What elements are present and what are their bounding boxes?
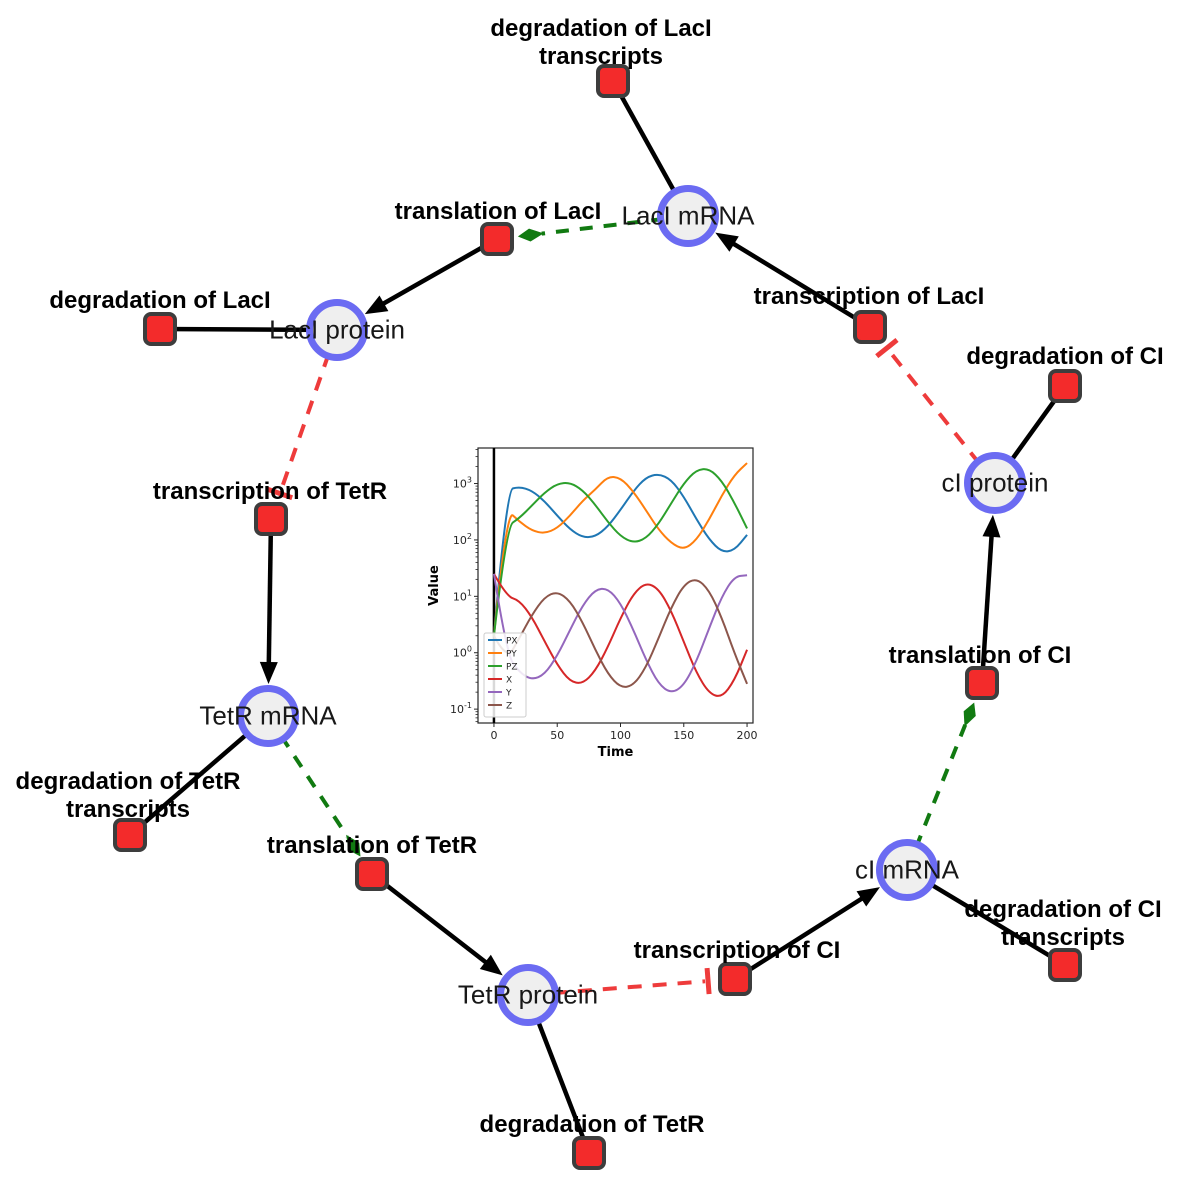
plot-svg: 0 50 100 150 20010310210110010-1TimeValuePXP…: [427, 447, 758, 760]
reaction-node-transcription-cI[interactable]: [718, 962, 752, 996]
reaction-label-transcription-cI: transcription of CI: [633, 937, 841, 964]
time-series-plot: 0 50 100 150 200 103 102 101 100 10-1 Time Value PX P…: [427, 428, 776, 763]
y-tick-label: 10-1: [450, 701, 472, 716]
y-tick-label: 102: [453, 532, 472, 547]
y-tick-label: 101: [453, 588, 472, 603]
series-curve-Y: [492, 573, 748, 693]
species-node-lacI-mRNA[interactable]: [657, 185, 719, 247]
legend-entry-Y: Y: [505, 689, 512, 699]
x-tick-label: 0: [490, 729, 497, 742]
legend-entry-Z: Z: [506, 702, 512, 712]
edge-production-translation-cI-cI-protein: [979, 514, 1001, 684]
series-curve-PX: [492, 473, 748, 636]
edge-production-transcription-lacI-lacI-mRNA: [715, 232, 872, 329]
reaction-label-deg-tetR-transcripts-line1: degradation of TetR: [15, 768, 241, 795]
reaction-label-deg-lacI: degradation of LacI: [49, 287, 271, 314]
legend: PX PY PZ XYZ: [483, 632, 527, 718]
reaction-node-deg-tetR[interactable]: [572, 1136, 606, 1170]
reaction-node-deg-tetR-transcripts[interactable]: [113, 818, 147, 852]
reaction-label-transcription-lacI: transcription of LacI: [753, 283, 985, 310]
series-curve-PZ: [492, 468, 748, 636]
edge-production-transcription-tetR-tetR-mRNA: [259, 518, 278, 685]
reaction-label-deg-lacI-transcripts-line1: degradation of LacI: [490, 15, 712, 42]
y-tick-label: 103: [453, 476, 472, 491]
series-curve-Z: [493, 579, 748, 688]
x-tick-label: 100: [610, 729, 631, 742]
x-tick-label: 150: [673, 729, 694, 742]
legend-entry-X: X: [506, 676, 512, 686]
series-curve-PY: [492, 462, 748, 636]
species-label-tetR-protein: TetR protein: [457, 979, 599, 1010]
reaction-node-translation-lacI[interactable]: [480, 222, 514, 256]
reaction-node-deg-cI[interactable]: [1048, 369, 1082, 403]
reaction-label-deg-cI: degradation of CI: [966, 343, 1164, 370]
reaction-label-transcription-tetR: transcription of TetR: [152, 478, 388, 505]
species-label-lacI-protein: LacI protein: [269, 314, 405, 345]
reaction-label-deg-cI-transcripts-line2: transcripts: [1000, 924, 1126, 951]
reaction-node-deg-lacI-transcripts[interactable]: [596, 64, 630, 98]
reaction-node-transcription-tetR[interactable]: [254, 502, 288, 536]
reaction-label-deg-tetR: degradation of TetR: [479, 1111, 705, 1138]
legend-entry-PX: PX: [506, 637, 518, 647]
reaction-node-deg-cI-transcripts[interactable]: [1048, 948, 1082, 982]
edge-production-transcription-cI-cI-mRNA: [733, 887, 880, 981]
x-axis-label: Time: [598, 745, 634, 760]
x-tick-label: 200: [737, 729, 758, 742]
y-tick-label: 100: [453, 645, 472, 660]
reaction-label-translation-tetR: translation of TetR: [266, 832, 478, 859]
species-node-cI-mRNA[interactable]: [876, 839, 938, 901]
legend-entry-PZ: PZ: [506, 663, 518, 673]
y-axis-label: Value: [428, 565, 442, 606]
series-curve-X: [493, 573, 748, 697]
reaction-label-deg-lacI-transcripts-line2: transcripts: [538, 43, 664, 70]
reaction-label-translation-cI: translation of CI: [888, 642, 1072, 669]
species-node-tetR-mRNA[interactable]: [237, 685, 299, 747]
reaction-label-translation-lacI: translation of LacI: [394, 198, 602, 225]
reaction-label-deg-cI-transcripts-line1: degradation of CI: [964, 896, 1162, 923]
species-node-tetR-protein[interactable]: [497, 964, 559, 1026]
species-node-lacI-protein[interactable]: [306, 299, 368, 361]
x-tick-label: 50: [550, 729, 564, 742]
legend-entry-PY: PY: [506, 650, 517, 660]
reaction-node-translation-tetR[interactable]: [355, 857, 389, 891]
species-label-tetR-mRNA: TetR mRNA: [199, 700, 337, 731]
reaction-node-transcription-lacI[interactable]: [853, 310, 887, 344]
edge-production-translation-tetR-tetR-protein: [370, 872, 503, 976]
species-label-cI-mRNA: cI mRNA: [855, 854, 959, 885]
species-label-lacI-mRNA: LacI mRNA: [621, 200, 755, 231]
reaction-node-deg-lacI[interactable]: [143, 312, 177, 346]
reaction-node-translation-cI[interactable]: [965, 666, 999, 700]
species-node-cI-protein[interactable]: [964, 452, 1026, 514]
edge-production-translation-lacI-lacI-protein: [364, 237, 499, 315]
species-label-cI-protein: cI protein: [941, 467, 1049, 498]
reaction-label-deg-tetR-transcripts-line2: transcripts: [65, 796, 191, 823]
